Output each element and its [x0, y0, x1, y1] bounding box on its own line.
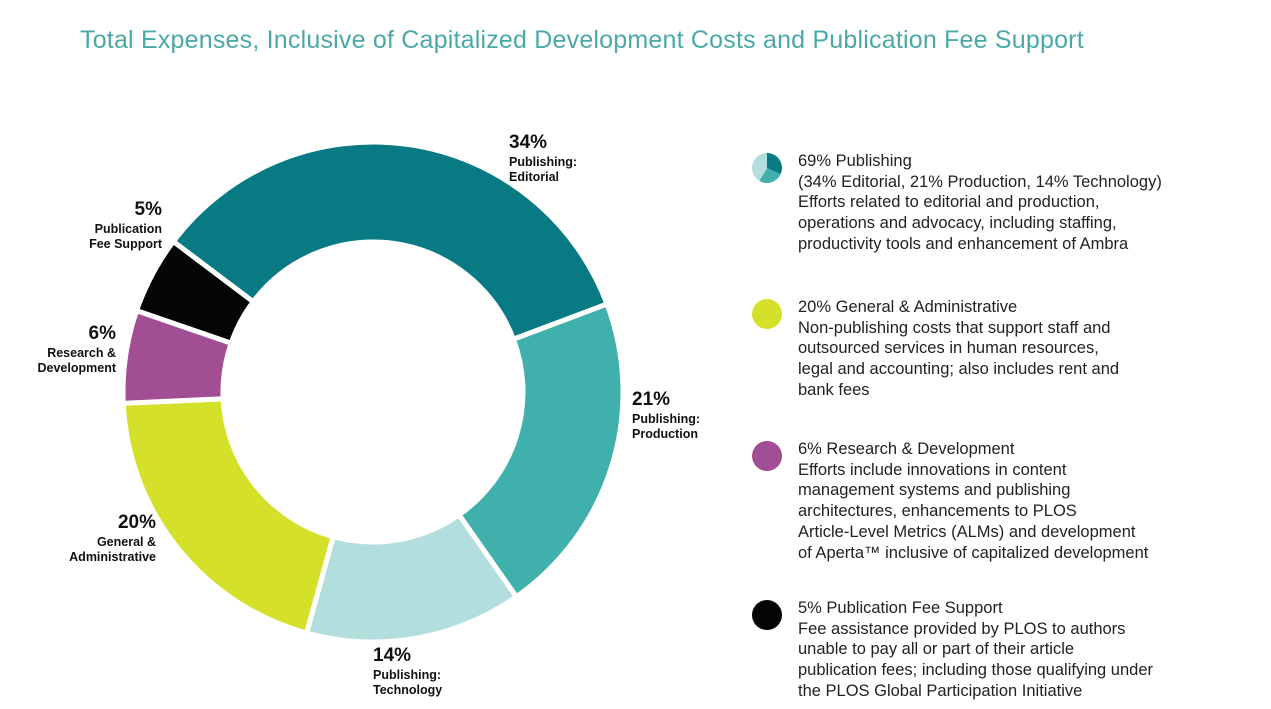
legend-line: 5% Publication Fee Support — [798, 599, 1003, 617]
legend-line: 6% Research & Development — [798, 440, 1015, 458]
slice-label-editorial: 34% Publishing: Editorial — [509, 132, 577, 185]
legend-line: 20% General & Administrative — [798, 298, 1018, 316]
donut-slice-fee — [133, 238, 257, 347]
legend-line: Non-publishing costs that support staff … — [798, 318, 1111, 337]
legend-line: operations and advocacy, including staff… — [798, 214, 1117, 233]
donut-slice-general — [120, 396, 337, 637]
donut-slice-production — [455, 300, 626, 601]
legend-line: bank fees — [798, 380, 870, 399]
slice-label-technology: 14% Publishing: Technology — [373, 645, 442, 698]
yellow-dot-icon — [752, 299, 782, 329]
slice-percent: 20% — [117, 512, 156, 533]
legend-text: 20% General & Administrative Non-publish… — [798, 297, 1248, 401]
legend-line: management systems and publishing — [798, 481, 1071, 500]
legend-line: 69% Publishing — [798, 152, 912, 170]
slice-name: Publishing: Technology — [373, 667, 443, 697]
slice-percent: 6% — [88, 323, 116, 344]
legend-line: publication fees; including those qualif… — [798, 661, 1153, 680]
slice-percent: 5% — [134, 199, 162, 220]
slice-label-general: 20% General & Administrative — [40, 512, 156, 565]
legend-line: legal and accounting; also includes rent… — [798, 360, 1120, 379]
legend-line: productivity tools and enhancement of Am… — [798, 234, 1129, 253]
slice-label-fee: 5% Publication Fee Support — [60, 199, 162, 252]
slice-percent: 21% — [632, 389, 671, 410]
legend-line: Efforts include innovations in content — [798, 460, 1067, 479]
slice-name: General & Administrative — [69, 534, 156, 564]
legend-line: (34% Editorial, 21% Production, 14% Tech… — [798, 172, 1162, 191]
legend-text: 69% Publishing (34% Editorial, 21% Produ… — [798, 151, 1248, 255]
slice-name: Research & Development — [37, 345, 117, 375]
slice-label-research: 6% Research & Development — [14, 323, 117, 376]
legend-line: unable to pay all or part of their artic… — [798, 640, 1075, 659]
slice-name: Publishing: Production — [632, 411, 701, 441]
donut-slice-editorial — [169, 139, 611, 343]
legend-line: outsourced services in human resources, — [798, 339, 1099, 358]
legend-line: of Aperta™ inclusive of capitalized deve… — [798, 543, 1149, 562]
chart-title: Total Expenses, Inclusive of Capitalized… — [80, 26, 1084, 54]
legend-line: Fee assistance provided by PLOS to autho… — [798, 619, 1126, 638]
teal-pie-icon — [752, 153, 782, 183]
slice-percent: 14% — [373, 645, 412, 666]
legend-text: 6% Research & Development Efforts includ… — [798, 439, 1248, 563]
legend-line: the PLOS Global Participation Initiative — [798, 681, 1083, 700]
legend-line: Efforts related to editorial and product… — [798, 193, 1100, 212]
legend-line: Article-Level Metrics (ALMs) and develop… — [798, 522, 1136, 541]
slice-label-production: 21% Publishing: Production — [632, 389, 700, 442]
black-dot-icon — [752, 600, 782, 630]
slice-percent: 34% — [509, 132, 548, 153]
legend-text: 5% Publication Fee Support Fee assistanc… — [798, 598, 1248, 702]
purple-dot-icon — [752, 441, 782, 471]
slice-name: Publication Fee Support — [89, 221, 162, 251]
slice-name: Publishing: Editorial — [509, 154, 578, 184]
donut-chart — [120, 139, 626, 642]
legend-line: architectures, enhancements to PLOS — [798, 502, 1077, 521]
